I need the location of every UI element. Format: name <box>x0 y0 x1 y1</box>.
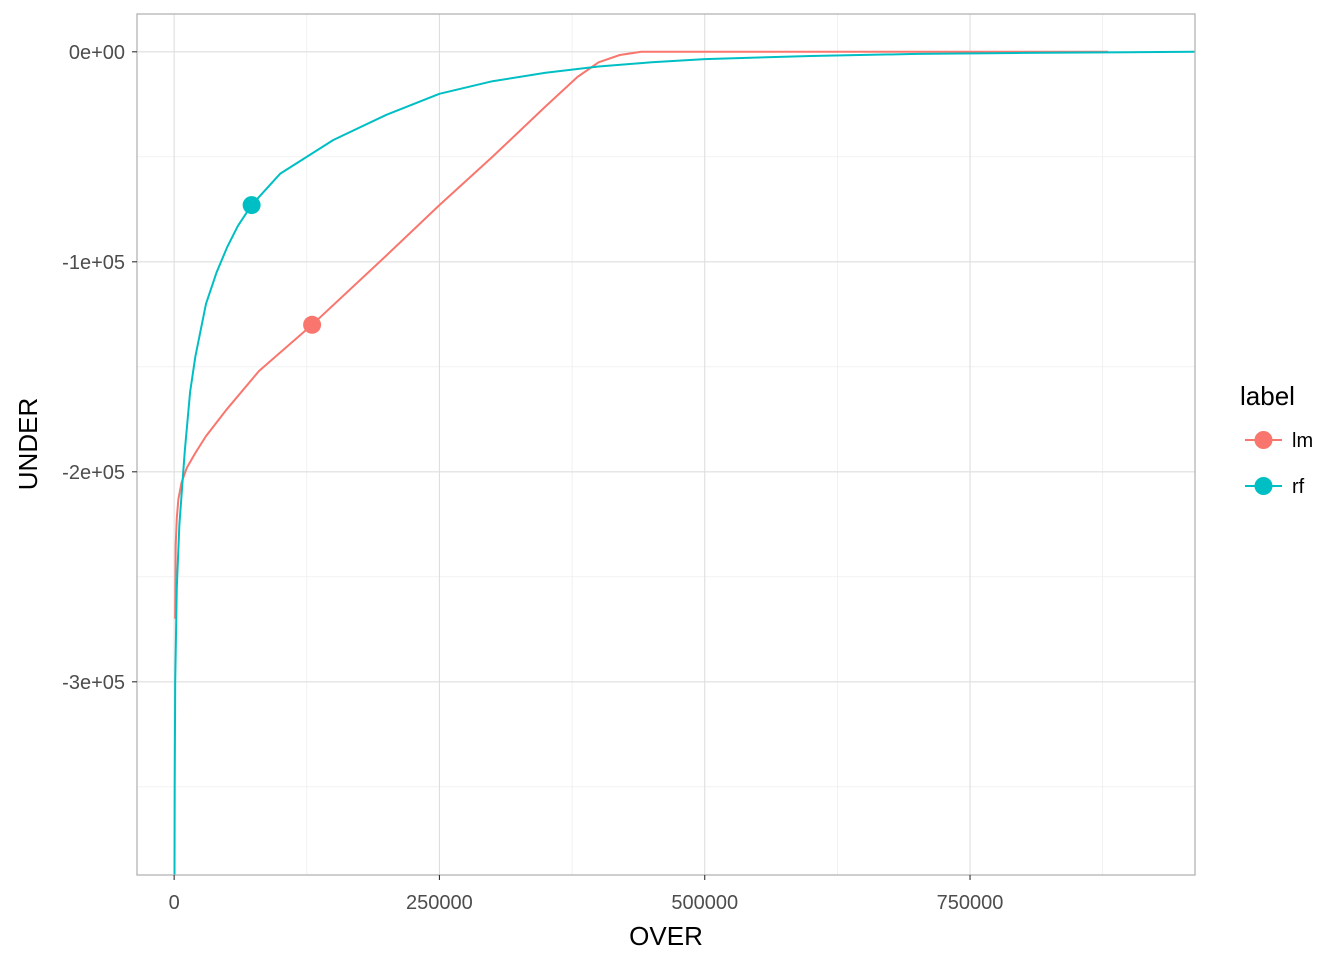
legend-key-marker-lm <box>1254 431 1273 449</box>
legend-key-marker-rf <box>1254 477 1273 495</box>
x-axis-title: OVER <box>629 921 703 951</box>
legend-label-rf: rf <box>1292 476 1305 498</box>
series-line-lm <box>174 50 1108 619</box>
legend-items: lm rf <box>1245 430 1313 498</box>
x-tick-label: 500000 <box>671 892 738 914</box>
y-tick-label: -3e+05 <box>62 672 125 694</box>
x-axis-ticks: 0 250000 500000 750000 <box>169 875 1004 914</box>
plot-background <box>137 14 1195 875</box>
x-tick-label: 750000 <box>937 892 1004 914</box>
series-line-rf <box>173 50 1196 876</box>
y-axis-ticks: 0e+00 -1e+05 -2e+05 -3e+05 <box>62 42 137 694</box>
series-marker-lm <box>303 315 322 334</box>
series-marker-rf <box>242 196 261 215</box>
y-tick-label: 0e+00 <box>69 42 125 64</box>
plot-border <box>136 13 1196 876</box>
x-tick-label: 250000 <box>406 892 473 914</box>
plot-panel <box>136 13 1196 876</box>
y-axis-title: UNDER <box>13 398 43 490</box>
series-lines <box>173 50 1196 876</box>
legend: label lm rf <box>1240 381 1313 498</box>
y-tick-label: -1e+05 <box>62 252 125 274</box>
y-tick-label: -2e+05 <box>62 462 125 484</box>
legend-title: label <box>1240 381 1295 411</box>
x-tick-label: 0 <box>169 892 180 914</box>
legend-label-lm: lm <box>1292 430 1313 452</box>
